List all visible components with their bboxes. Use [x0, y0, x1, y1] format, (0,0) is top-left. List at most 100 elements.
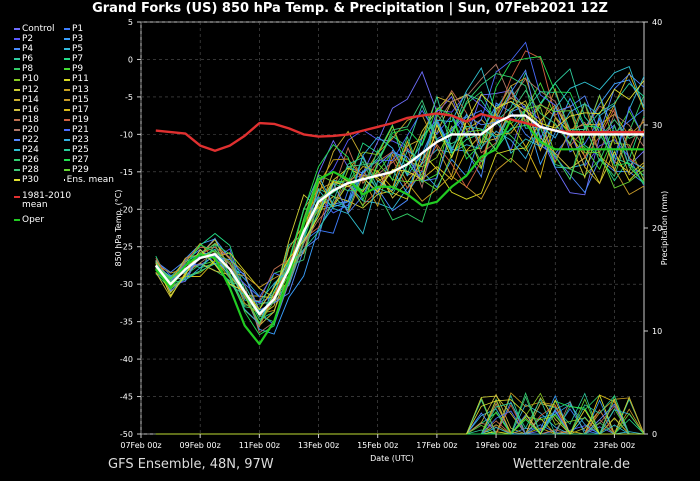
y-tick-label: -20: [120, 205, 133, 214]
y-tick-label: -10: [120, 130, 133, 139]
legend-swatch: [14, 88, 20, 91]
x-tick-label: 15Feb 00z: [357, 441, 398, 450]
legend-swatch: [64, 78, 70, 81]
legend-swatch: [64, 48, 70, 51]
y-tick-label: -30: [120, 280, 133, 289]
y-tick-label: -45: [120, 393, 133, 402]
legend-swatch: [14, 68, 20, 71]
y-tick-label: -5: [125, 93, 133, 102]
ensemble-members: [155, 41, 645, 336]
legend-swatch: [14, 195, 20, 198]
legend-entry: P9: [64, 64, 114, 74]
legend-label: P6: [22, 54, 34, 65]
legend-swatch: [64, 179, 65, 182]
legend-entry: Ens. mean: [64, 175, 114, 185]
y2-tick-label: 30: [652, 121, 662, 130]
legend-label: P23: [72, 135, 89, 146]
legend-entry: P21: [64, 125, 114, 135]
y-axis-label: 850 hPa Temp. (°C): [114, 189, 123, 266]
legend-swatch: [64, 28, 70, 31]
legend-label: P22: [22, 135, 39, 146]
x-tick-label: 23Feb 00z: [594, 441, 635, 450]
y-tick-label: -15: [120, 168, 133, 177]
legend-label: P13: [72, 84, 89, 95]
legend-entry: P12: [14, 85, 64, 95]
x-tick-label: 21Feb 00z: [535, 441, 576, 450]
legend-label: P15: [72, 94, 89, 105]
legend-label: P10: [22, 74, 39, 85]
legend-entry: P3: [64, 34, 114, 44]
plot-area: [140, 21, 645, 435]
legend-label: P9: [72, 64, 84, 75]
legend-swatch: [64, 68, 70, 71]
legend-entry: P23: [64, 135, 114, 145]
y2-tick-label: 40: [652, 18, 662, 27]
legend-label: P20: [22, 124, 39, 135]
legend-label: Ens. mean: [66, 175, 114, 186]
legend-entry: P14: [14, 95, 64, 105]
legend-swatch: [64, 139, 70, 142]
legend-entry: P15: [64, 95, 114, 105]
ensemble-member-line: [155, 56, 645, 336]
legend-label: P4: [22, 44, 34, 55]
legend-label: P16: [22, 104, 39, 115]
oper-line: [154, 118, 644, 346]
legend-label: P1: [72, 24, 84, 34]
y-tick-label: -25: [120, 243, 133, 252]
ensemble-member-line: [155, 89, 645, 306]
y2-axis-label: Precipitation (mm): [660, 191, 669, 265]
legend-swatch: [64, 149, 70, 152]
legend-swatch: [64, 98, 70, 101]
legend-entry: P18: [14, 115, 64, 125]
legend-swatch: [64, 108, 70, 111]
legend-entry: P30: [14, 175, 64, 185]
legend-label: P24: [22, 145, 39, 156]
y-axis-ticks: 5 0 -5 -10 -15 -20 -25 -30 -35 -40 -45 -50: [120, 18, 141, 439]
x-tick-label: 07Feb 00z: [120, 441, 161, 450]
legend-entry: P24: [14, 145, 64, 155]
y2-tick-label: 20: [652, 224, 662, 233]
legend-swatch: [14, 159, 20, 162]
legend-entry: P19: [64, 115, 114, 125]
legend-entry: P28: [14, 165, 64, 175]
y2-tick-label: 0: [652, 430, 657, 439]
legend-swatch: [14, 98, 20, 101]
x-tick-label: 09Feb 00z: [180, 441, 221, 450]
legend-entry: Oper: [14, 210, 64, 225]
x-tick-label: 19Feb 00z: [475, 441, 516, 450]
legend-label: P19: [72, 114, 89, 125]
legend-entry: P8: [14, 64, 64, 74]
ensemble-member-line: [155, 41, 645, 298]
legend-swatch: [64, 169, 70, 172]
legend-label: P18: [22, 114, 39, 125]
legend-entry: P4: [14, 44, 64, 54]
legend-swatch: [14, 78, 20, 81]
legend-swatch: [14, 169, 20, 172]
precipitation-line: [155, 398, 644, 435]
legend-swatch: [64, 38, 70, 41]
legend-swatch: [14, 179, 20, 182]
legend-entry: P20: [14, 125, 64, 135]
legend-swatch: [14, 118, 20, 121]
legend-swatch: [14, 38, 20, 41]
legend-entry: 1981-2010 mean: [14, 191, 84, 210]
y-tick-label: -50: [120, 430, 133, 439]
legend-entry: P29: [64, 165, 114, 175]
ensemble-member-line: [155, 73, 645, 323]
legend-swatch: [64, 118, 70, 121]
grid-lines: [140, 21, 644, 435]
x-tick-label: 11Feb 00z: [239, 441, 280, 450]
legend-label: P21: [72, 124, 89, 135]
legend: Control P1 P2 P3 P4 P5 P6 P7 P8 P9 P10 P11 P12 P13 P14…: [14, 24, 114, 225]
legend-label: P29: [72, 165, 89, 176]
ensemble-member-line: [155, 69, 645, 311]
x-tick-label: 17Feb 00z: [416, 441, 457, 450]
site-credit: Wetterzentrale.de: [512, 457, 630, 472]
legend-swatch: [14, 48, 20, 51]
precipitation-lines: [155, 392, 645, 436]
legend-label: P7: [72, 54, 84, 65]
legend-entry: P1: [64, 24, 114, 34]
y-tick-label: 5: [128, 18, 133, 27]
legend-label: P26: [22, 155, 39, 166]
